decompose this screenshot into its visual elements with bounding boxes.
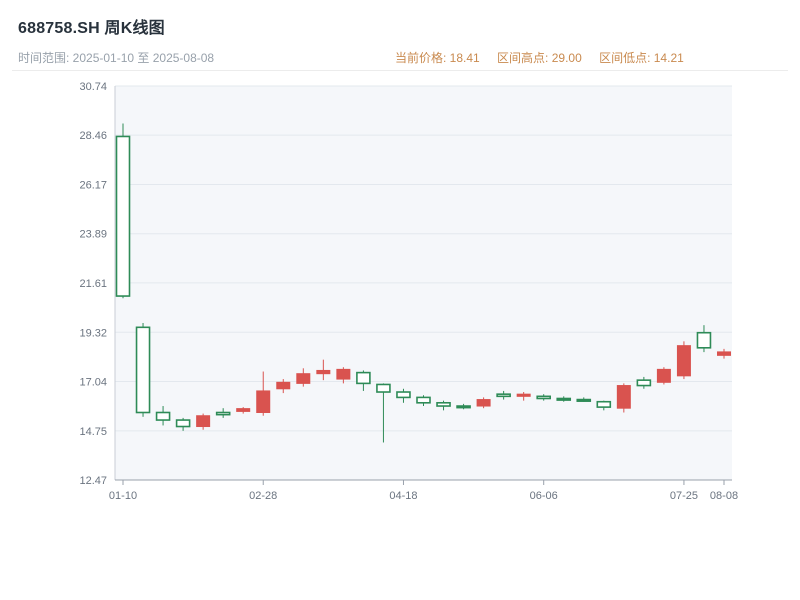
page-title: 688758.SH 周K线图 [18,20,165,37]
candle-body [135,326,151,414]
candle-body [476,399,491,407]
candle-body [215,411,231,416]
candle-body [496,393,511,398]
y-tick-label: 19.32 [79,327,107,339]
y-tick-label: 30.74 [79,81,107,93]
candle-body [436,401,451,407]
candle-body [636,379,652,387]
y-tick-label: 14.75 [79,426,107,438]
candle-body [236,408,251,412]
candle-body [676,345,691,377]
candle-body [276,381,291,390]
candle-body [155,411,171,421]
current-price-label: 当前价格: 18.41 [395,51,480,65]
x-tick-label: 02-28 [249,490,277,502]
time-range-label: 时间范围: 2025-01-10 至 2025-08-08 [18,51,215,65]
x-tick-label: 01-10 [109,490,137,502]
header-divider [12,70,788,71]
stats-row: 当前价格: 18.41 区间高点: 29.00 区间低点: 14.21 [395,49,698,66]
candle-body [416,396,431,404]
candle-body [256,390,271,414]
y-tick-label: 23.89 [79,229,107,241]
candle-body [356,371,371,385]
candle-body [616,385,631,409]
candle-body [696,331,712,349]
y-tick-label: 28.46 [79,130,107,142]
x-tick-label: 06-06 [530,490,558,502]
candle-body [396,391,411,399]
y-tick-label: 17.04 [79,376,107,388]
candle-body [717,351,731,356]
candle-body [456,405,471,409]
x-tick-label: 07-25 [670,490,698,502]
y-tick-label: 12.47 [79,475,107,487]
candle-body [656,368,671,383]
candle-body [336,368,351,380]
candle-body [296,373,311,384]
x-tick-label: 08-08 [710,490,738,502]
y-tick-label: 26.17 [79,180,107,192]
candle-body [576,398,592,402]
y-tick-label: 21.61 [79,278,107,290]
candle-body [516,393,531,397]
candle-body [556,397,572,401]
candle-body [196,415,211,428]
candle-body [115,135,131,297]
range-low-label: 区间低点: 14.21 [599,51,684,65]
candle-body [376,383,391,393]
x-tick-label: 04-18 [389,490,417,502]
candle-body [316,369,331,375]
candle-body [175,419,191,428]
candle-body [536,395,552,400]
range-high-label: 区间高点: 29.00 [497,51,582,65]
candle-body [596,400,612,408]
